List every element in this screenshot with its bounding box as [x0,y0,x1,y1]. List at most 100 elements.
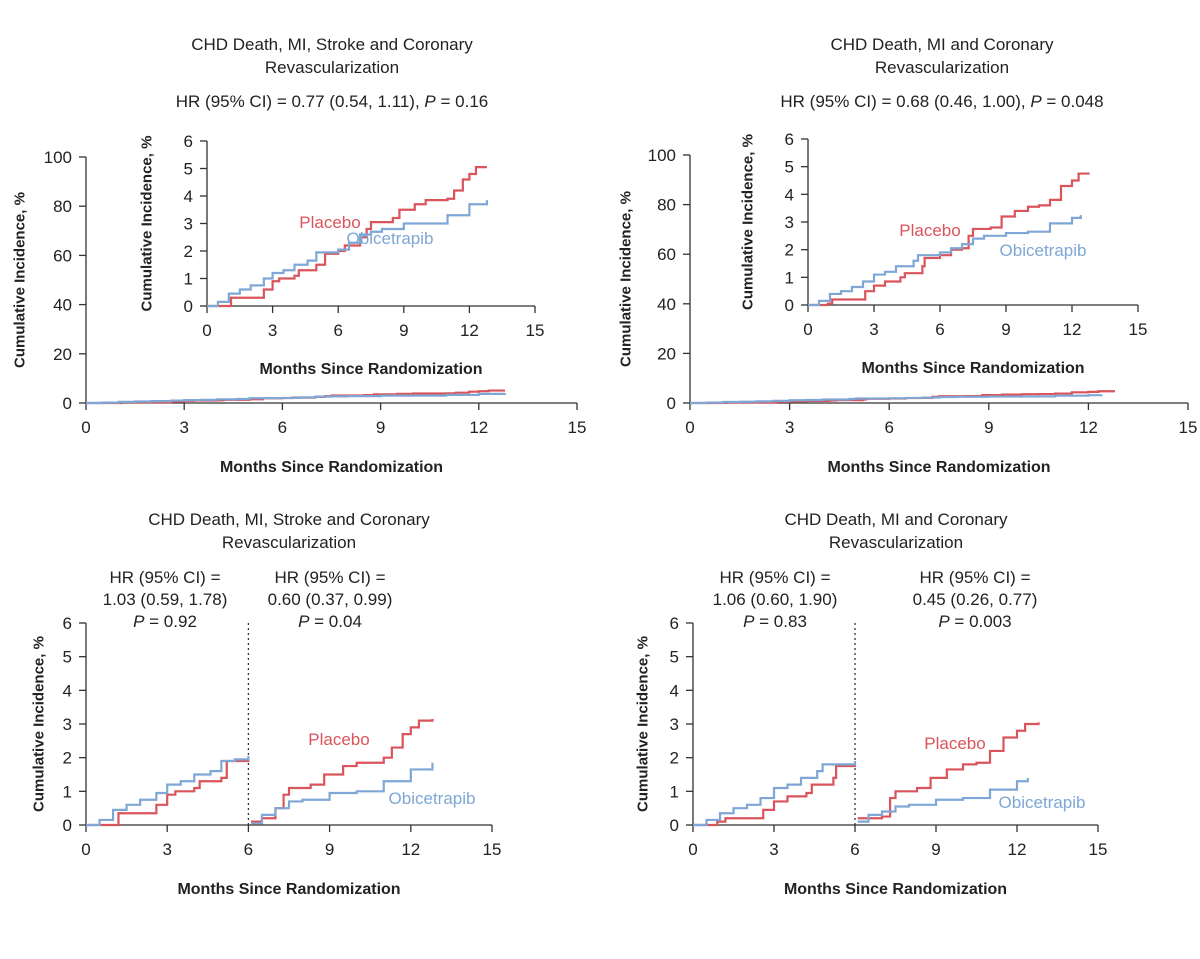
inset-y-axis-label: Cumulative Incidence, % [739,134,756,310]
inset-x-tick-label: 15 [1129,320,1148,339]
series-label-placebo: Placebo [308,730,369,749]
main-y-tick-label: 4 [670,681,679,700]
main-y-tick-label: 2 [63,749,72,768]
chart-title: Revascularization [875,58,1009,77]
main-x-tick-label: 3 [785,418,794,437]
main-y-tick-label: 0 [63,394,72,413]
main-x-tick-label: 3 [162,840,171,859]
main-x-tick-label: 9 [984,418,993,437]
main-x-tick-label: 12 [469,418,488,437]
main-x-tick-label: 15 [1089,840,1108,859]
inset-y-tick-label: 3 [785,213,794,232]
hr-text: 0.60 (0.37, 0.99) [268,590,393,609]
p-value-text: P = 0.003 [938,612,1011,631]
series-obicetrapib [86,755,250,827]
chart-title: Revascularization [829,533,963,552]
x-axis-label: Months Since Randomization [784,881,1007,898]
main-x-tick-label: 6 [244,840,253,859]
hr-text: 1.03 (0.59, 1.78) [103,590,228,609]
series-obicetrapib [857,777,1029,823]
main-x-tick-label: 9 [931,840,940,859]
main-y-tick-label: 40 [53,296,72,315]
chart-title: Revascularization [222,533,356,552]
inset-y-tick-label: 5 [184,160,193,179]
main-y-tick-label: 1 [63,782,72,801]
hr-text: 0.45 (0.26, 0.77) [913,590,1038,609]
main-y-tick-label: 3 [63,715,72,734]
inset-x-tick-label: 6 [333,321,342,340]
main-series-obicetrapib [86,392,507,405]
main-x-tick-label: 6 [884,418,893,437]
hr-text: 1.06 (0.60, 1.90) [713,590,838,609]
x-axis-label: Months Since Randomization [177,881,400,898]
inset-x-tick-label: 0 [803,320,812,339]
inset-x-axis-label: Months Since Randomization [861,360,1084,377]
inset-y-tick-label: 6 [785,130,794,149]
y-axis-label: Cumulative Incidence, % [617,191,634,367]
chart-panel-2: CHD Death, MI and Coronary Revascularizat… [617,35,1197,476]
hr-text: HR (95% CI) = 0.68 (0.46, 1.00), P = 0.0… [780,92,1103,111]
chart-title: CHD Death, MI, Stroke and Coronary [191,35,473,54]
inset-x-tick-label: 6 [935,320,944,339]
inset-y-tick-label: 4 [785,185,794,204]
inset-y-tick-label: 0 [785,296,794,315]
inset-y-tick-label: 1 [785,268,794,287]
p-value-text: P = 0.83 [743,612,807,631]
main-x-tick-label: 15 [1179,418,1198,437]
main-x-tick-label: 0 [685,418,694,437]
series-label-obicetrapib: Obicetrapib [1000,241,1087,260]
series-label-obicetrapib: Obicetrapib [389,789,476,808]
main-y-tick-label: 60 [657,245,676,264]
main-x-tick-label: 15 [483,840,502,859]
main-series-obicetrapib [690,394,1103,405]
series-placebo [693,764,857,827]
inset-x-tick-label: 3 [268,321,277,340]
y-axis-label: Cumulative Incidence, % [11,192,28,368]
main-y-tick-label: 4 [63,681,72,700]
main-y-tick-label: 60 [53,246,72,265]
main-x-tick-label: 6 [278,418,287,437]
main-y-tick-label: 0 [667,394,676,413]
main-x-tick-label: 3 [179,418,188,437]
inset-y-tick-label: 5 [785,158,794,177]
inset-x-tick-label: 0 [202,321,211,340]
chart-panel-4: CHD Death, MI and Coronary Revascularizat… [634,510,1107,898]
y-axis-label: Cumulative Incidence, % [634,636,651,812]
series-placebo [857,722,1040,820]
main-y-tick-label: 80 [657,196,676,215]
main-y-tick-label: 1 [670,782,679,801]
inset-x-tick-label: 9 [1001,320,1010,339]
main-y-tick-label: 100 [44,148,72,167]
inset-y-tick-label: 2 [184,242,193,261]
inset-y-tick-label: 1 [184,270,193,289]
inset-x-tick-label: 9 [399,321,408,340]
inset-y-tick-label: 4 [184,187,193,206]
main-x-tick-label: 0 [688,840,697,859]
inset-y-tick-label: 0 [184,297,193,316]
x-axis-label: Months Since Randomization [220,459,443,476]
main-x-tick-label: 12 [1079,418,1098,437]
inset-series-obicetrapib [207,200,488,308]
main-y-tick-label: 2 [670,749,679,768]
series-label-placebo: Placebo [899,221,960,240]
inset-y-tick-label: 2 [785,241,794,260]
inset-x-axis-label: Months Since Randomization [259,361,482,378]
inset-x-tick-label: 15 [526,321,545,340]
inset-y-axis-label: Cumulative Incidence, % [138,136,155,312]
hr-text: HR (95% CI) = [110,568,221,587]
chart-title: CHD Death, MI and Coronary [831,35,1054,54]
y-axis-label: Cumulative Incidence, % [30,636,47,812]
p-value-text: P = 0.92 [133,612,197,631]
series-label-obicetrapib: Obicetrapib [347,229,434,248]
main-x-tick-label: 0 [81,840,90,859]
hr-text: HR (95% CI) = 0.77 (0.54, 1.11), P = 0.1… [176,92,488,111]
main-x-tick-label: 0 [81,418,90,437]
main-y-tick-label: 100 [648,146,676,165]
inset-x-tick-label: 3 [869,320,878,339]
series-label-placebo: Placebo [924,734,985,753]
chart-title: Revascularization [265,58,399,77]
main-y-tick-label: 3 [670,715,679,734]
main-x-tick-label: 6 [850,840,859,859]
main-x-tick-label: 12 [401,840,420,859]
